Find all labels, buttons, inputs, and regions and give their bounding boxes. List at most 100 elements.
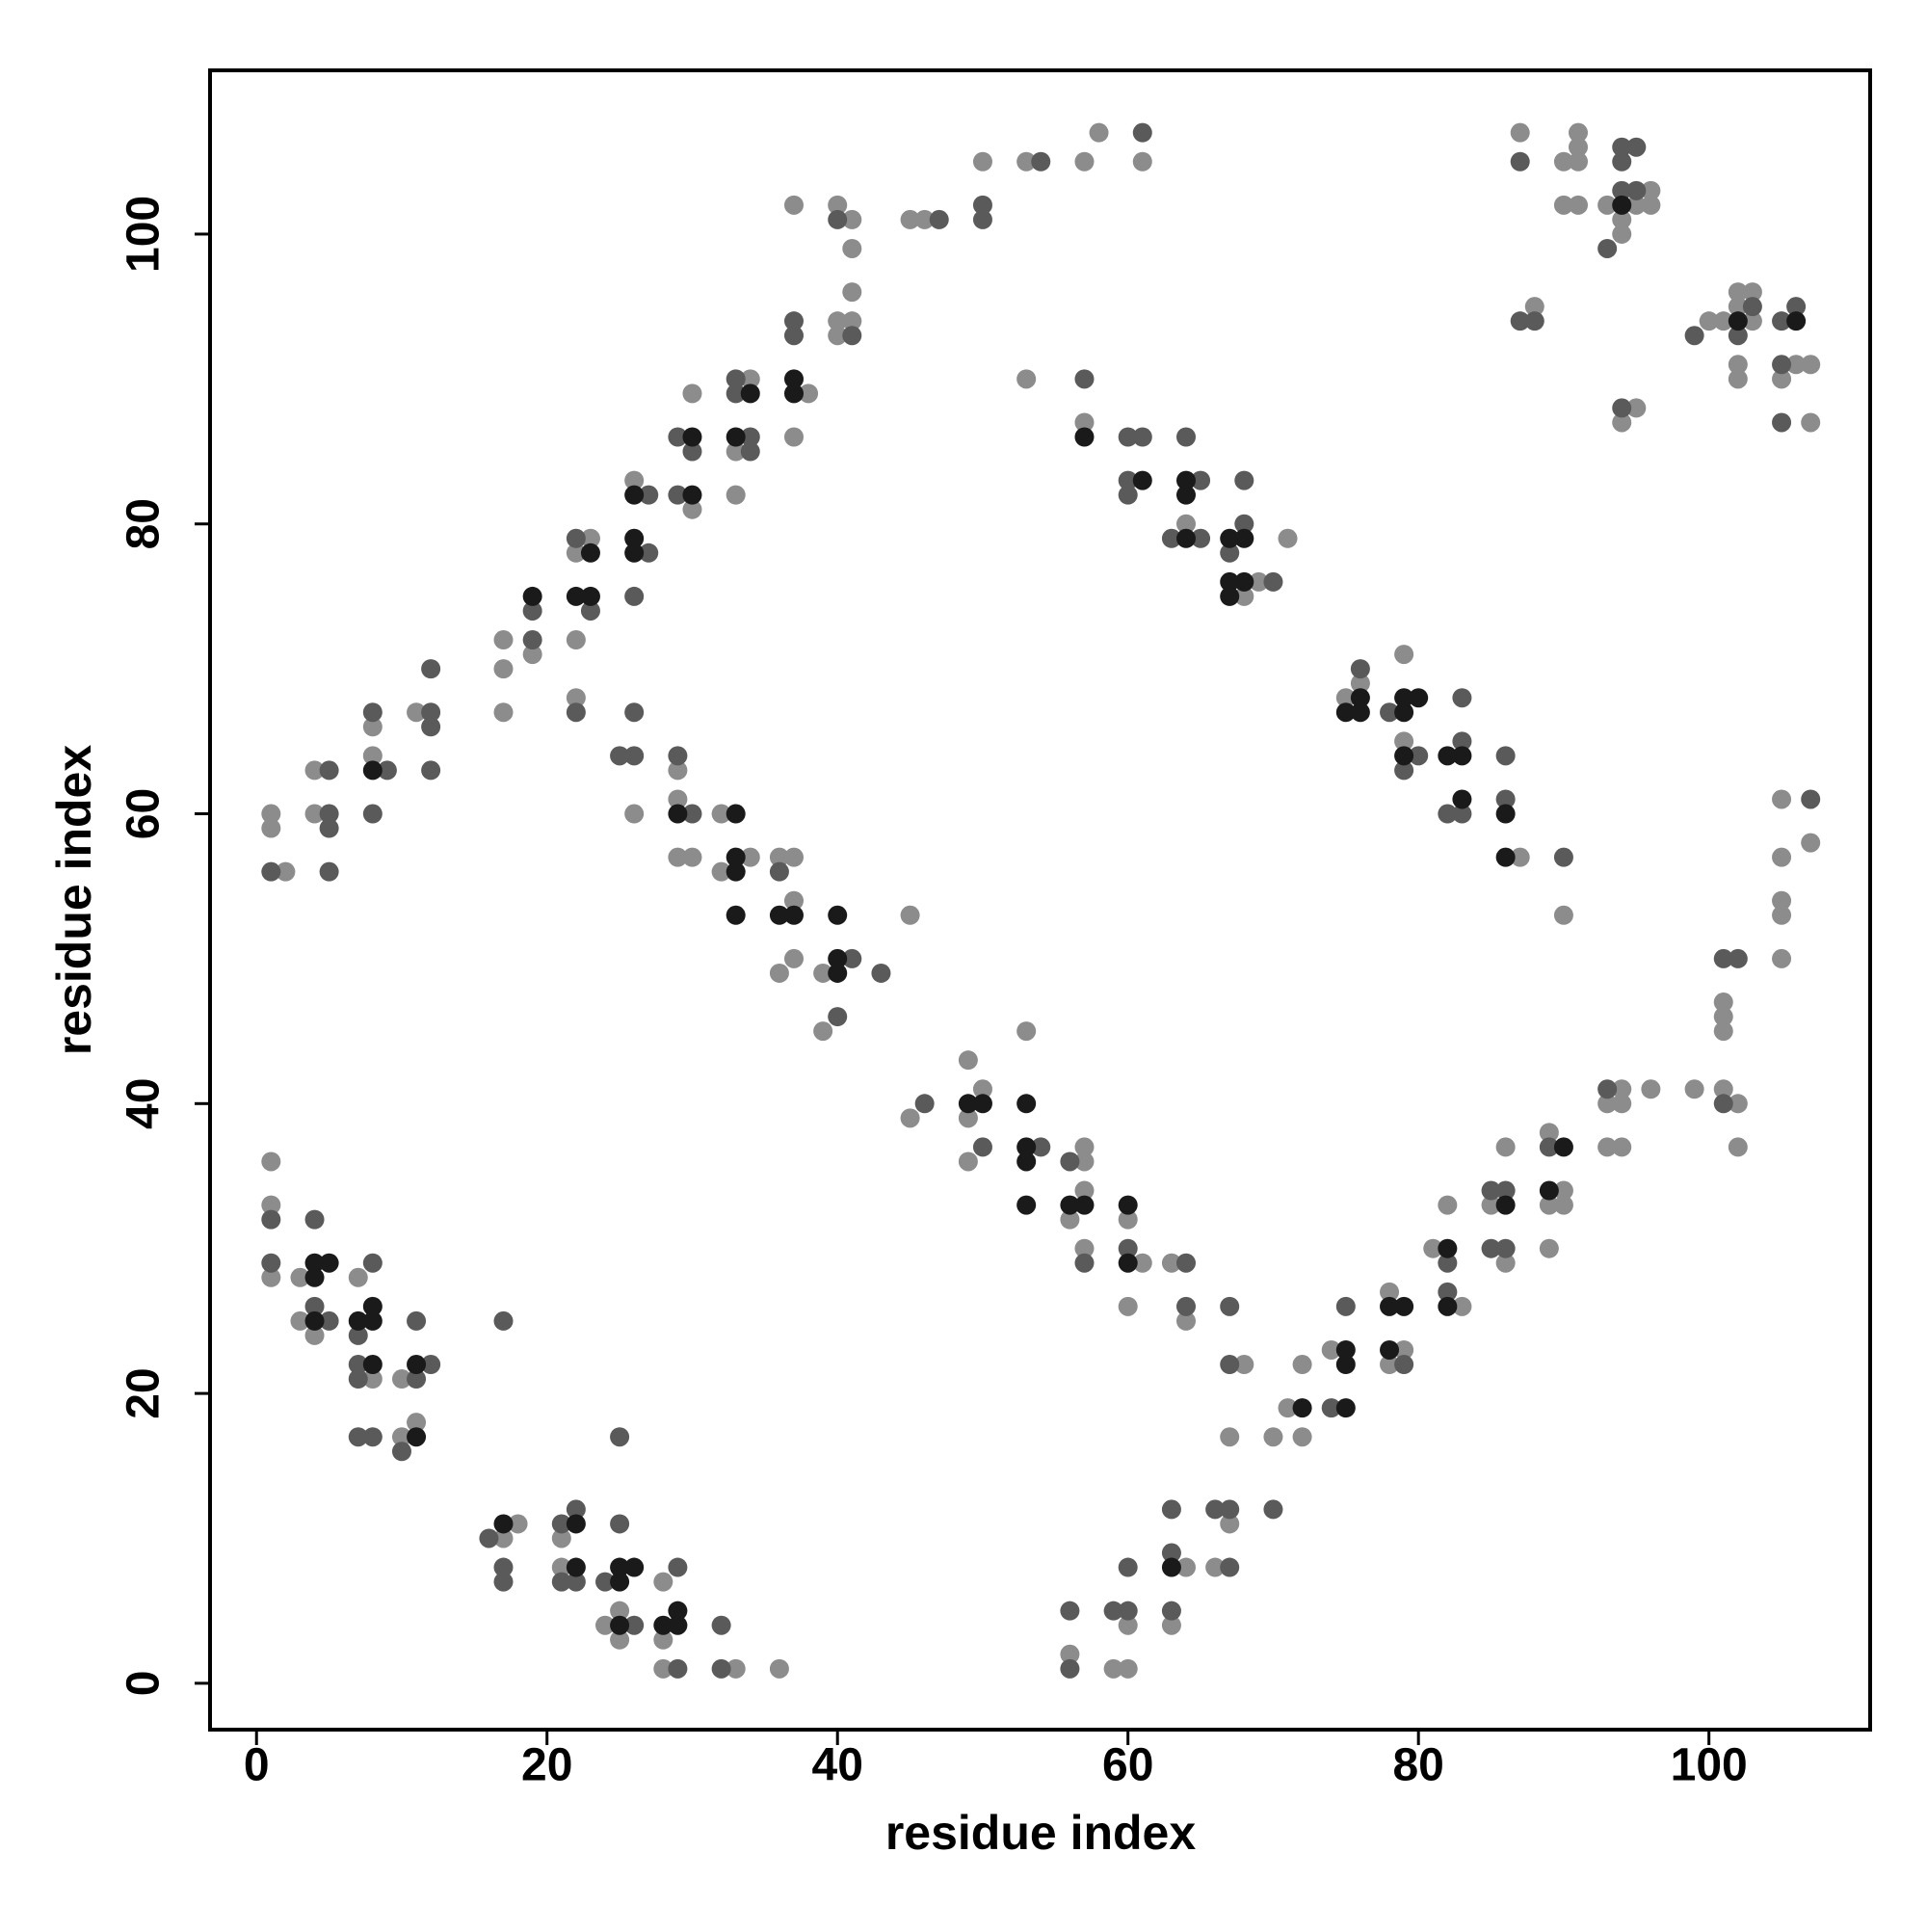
point <box>1175 1310 1196 1331</box>
point <box>682 804 702 824</box>
point <box>1118 427 1138 447</box>
point <box>1394 702 1414 723</box>
point <box>1728 282 1748 303</box>
point <box>493 1557 514 1577</box>
point <box>668 427 688 447</box>
point <box>1350 674 1370 694</box>
point <box>1380 1339 1400 1360</box>
point <box>1074 427 1095 447</box>
point <box>842 282 862 303</box>
point <box>1569 137 1589 157</box>
point <box>566 586 586 606</box>
point <box>1728 948 1748 968</box>
point <box>1742 282 1762 303</box>
point <box>319 804 339 824</box>
point <box>828 948 848 968</box>
point <box>304 1209 325 1230</box>
point <box>1234 586 1254 606</box>
point <box>1713 1079 1733 1099</box>
point <box>769 1658 789 1679</box>
point <box>972 1094 992 1114</box>
point <box>1394 1296 1414 1316</box>
point <box>1175 514 1196 534</box>
point <box>668 789 688 809</box>
point <box>304 1267 325 1287</box>
point <box>972 195 992 215</box>
point <box>1713 992 1733 1013</box>
point <box>929 209 949 229</box>
point <box>1597 1137 1618 1157</box>
point <box>668 1557 688 1577</box>
point <box>304 1296 325 1316</box>
point <box>1118 1253 1138 1273</box>
point <box>726 441 746 462</box>
point <box>580 586 600 606</box>
point <box>1495 804 1516 824</box>
point <box>1713 311 1733 331</box>
point <box>1772 355 1792 375</box>
point <box>900 209 920 229</box>
point <box>610 1514 630 1534</box>
point <box>1553 905 1573 925</box>
point <box>1103 1658 1123 1679</box>
point <box>828 311 848 331</box>
point <box>1132 470 1152 490</box>
point <box>1220 571 1240 592</box>
point <box>493 659 514 679</box>
point <box>1016 1151 1037 1172</box>
point <box>726 485 746 505</box>
point <box>1249 571 1269 592</box>
point <box>624 470 645 490</box>
point <box>1495 847 1516 867</box>
point <box>1409 746 1429 766</box>
point <box>1626 398 1647 418</box>
point <box>958 1050 978 1071</box>
point <box>1161 1499 1181 1520</box>
point <box>1220 1514 1240 1534</box>
x-tick-label: 80 <box>1392 1740 1443 1791</box>
point <box>290 1310 310 1331</box>
point <box>566 1572 586 1592</box>
point <box>1205 1499 1226 1520</box>
point <box>1539 1123 1559 1143</box>
point <box>1205 1557 1226 1577</box>
point <box>1335 1355 1356 1375</box>
point <box>1553 195 1573 215</box>
point <box>668 485 688 505</box>
point <box>1074 1180 1095 1201</box>
point <box>522 586 542 606</box>
point <box>668 847 688 867</box>
point <box>362 760 383 781</box>
point <box>348 1427 368 1447</box>
point <box>1175 1296 1196 1316</box>
point <box>1394 688 1414 708</box>
point <box>1234 1355 1254 1375</box>
point <box>1220 1427 1240 1447</box>
point <box>783 905 804 925</box>
point <box>1481 1195 1501 1215</box>
point <box>668 760 688 781</box>
point <box>1016 151 1037 172</box>
point <box>1612 209 1632 229</box>
point <box>972 1137 992 1157</box>
point <box>304 760 325 781</box>
point <box>362 1427 383 1447</box>
point <box>1510 847 1530 867</box>
x-tick-label: 0 <box>244 1740 270 1791</box>
point <box>348 1355 368 1375</box>
point <box>1641 1079 1661 1099</box>
point <box>726 427 746 447</box>
point <box>421 659 441 679</box>
point <box>1713 1007 1733 1027</box>
point <box>377 760 397 781</box>
point <box>1612 180 1632 200</box>
point <box>842 326 862 346</box>
point <box>1292 1427 1312 1447</box>
point <box>1728 369 1748 389</box>
point <box>1175 528 1196 548</box>
point <box>551 1514 571 1534</box>
point <box>1495 1137 1516 1157</box>
point <box>1597 238 1618 258</box>
point <box>1191 528 1211 548</box>
